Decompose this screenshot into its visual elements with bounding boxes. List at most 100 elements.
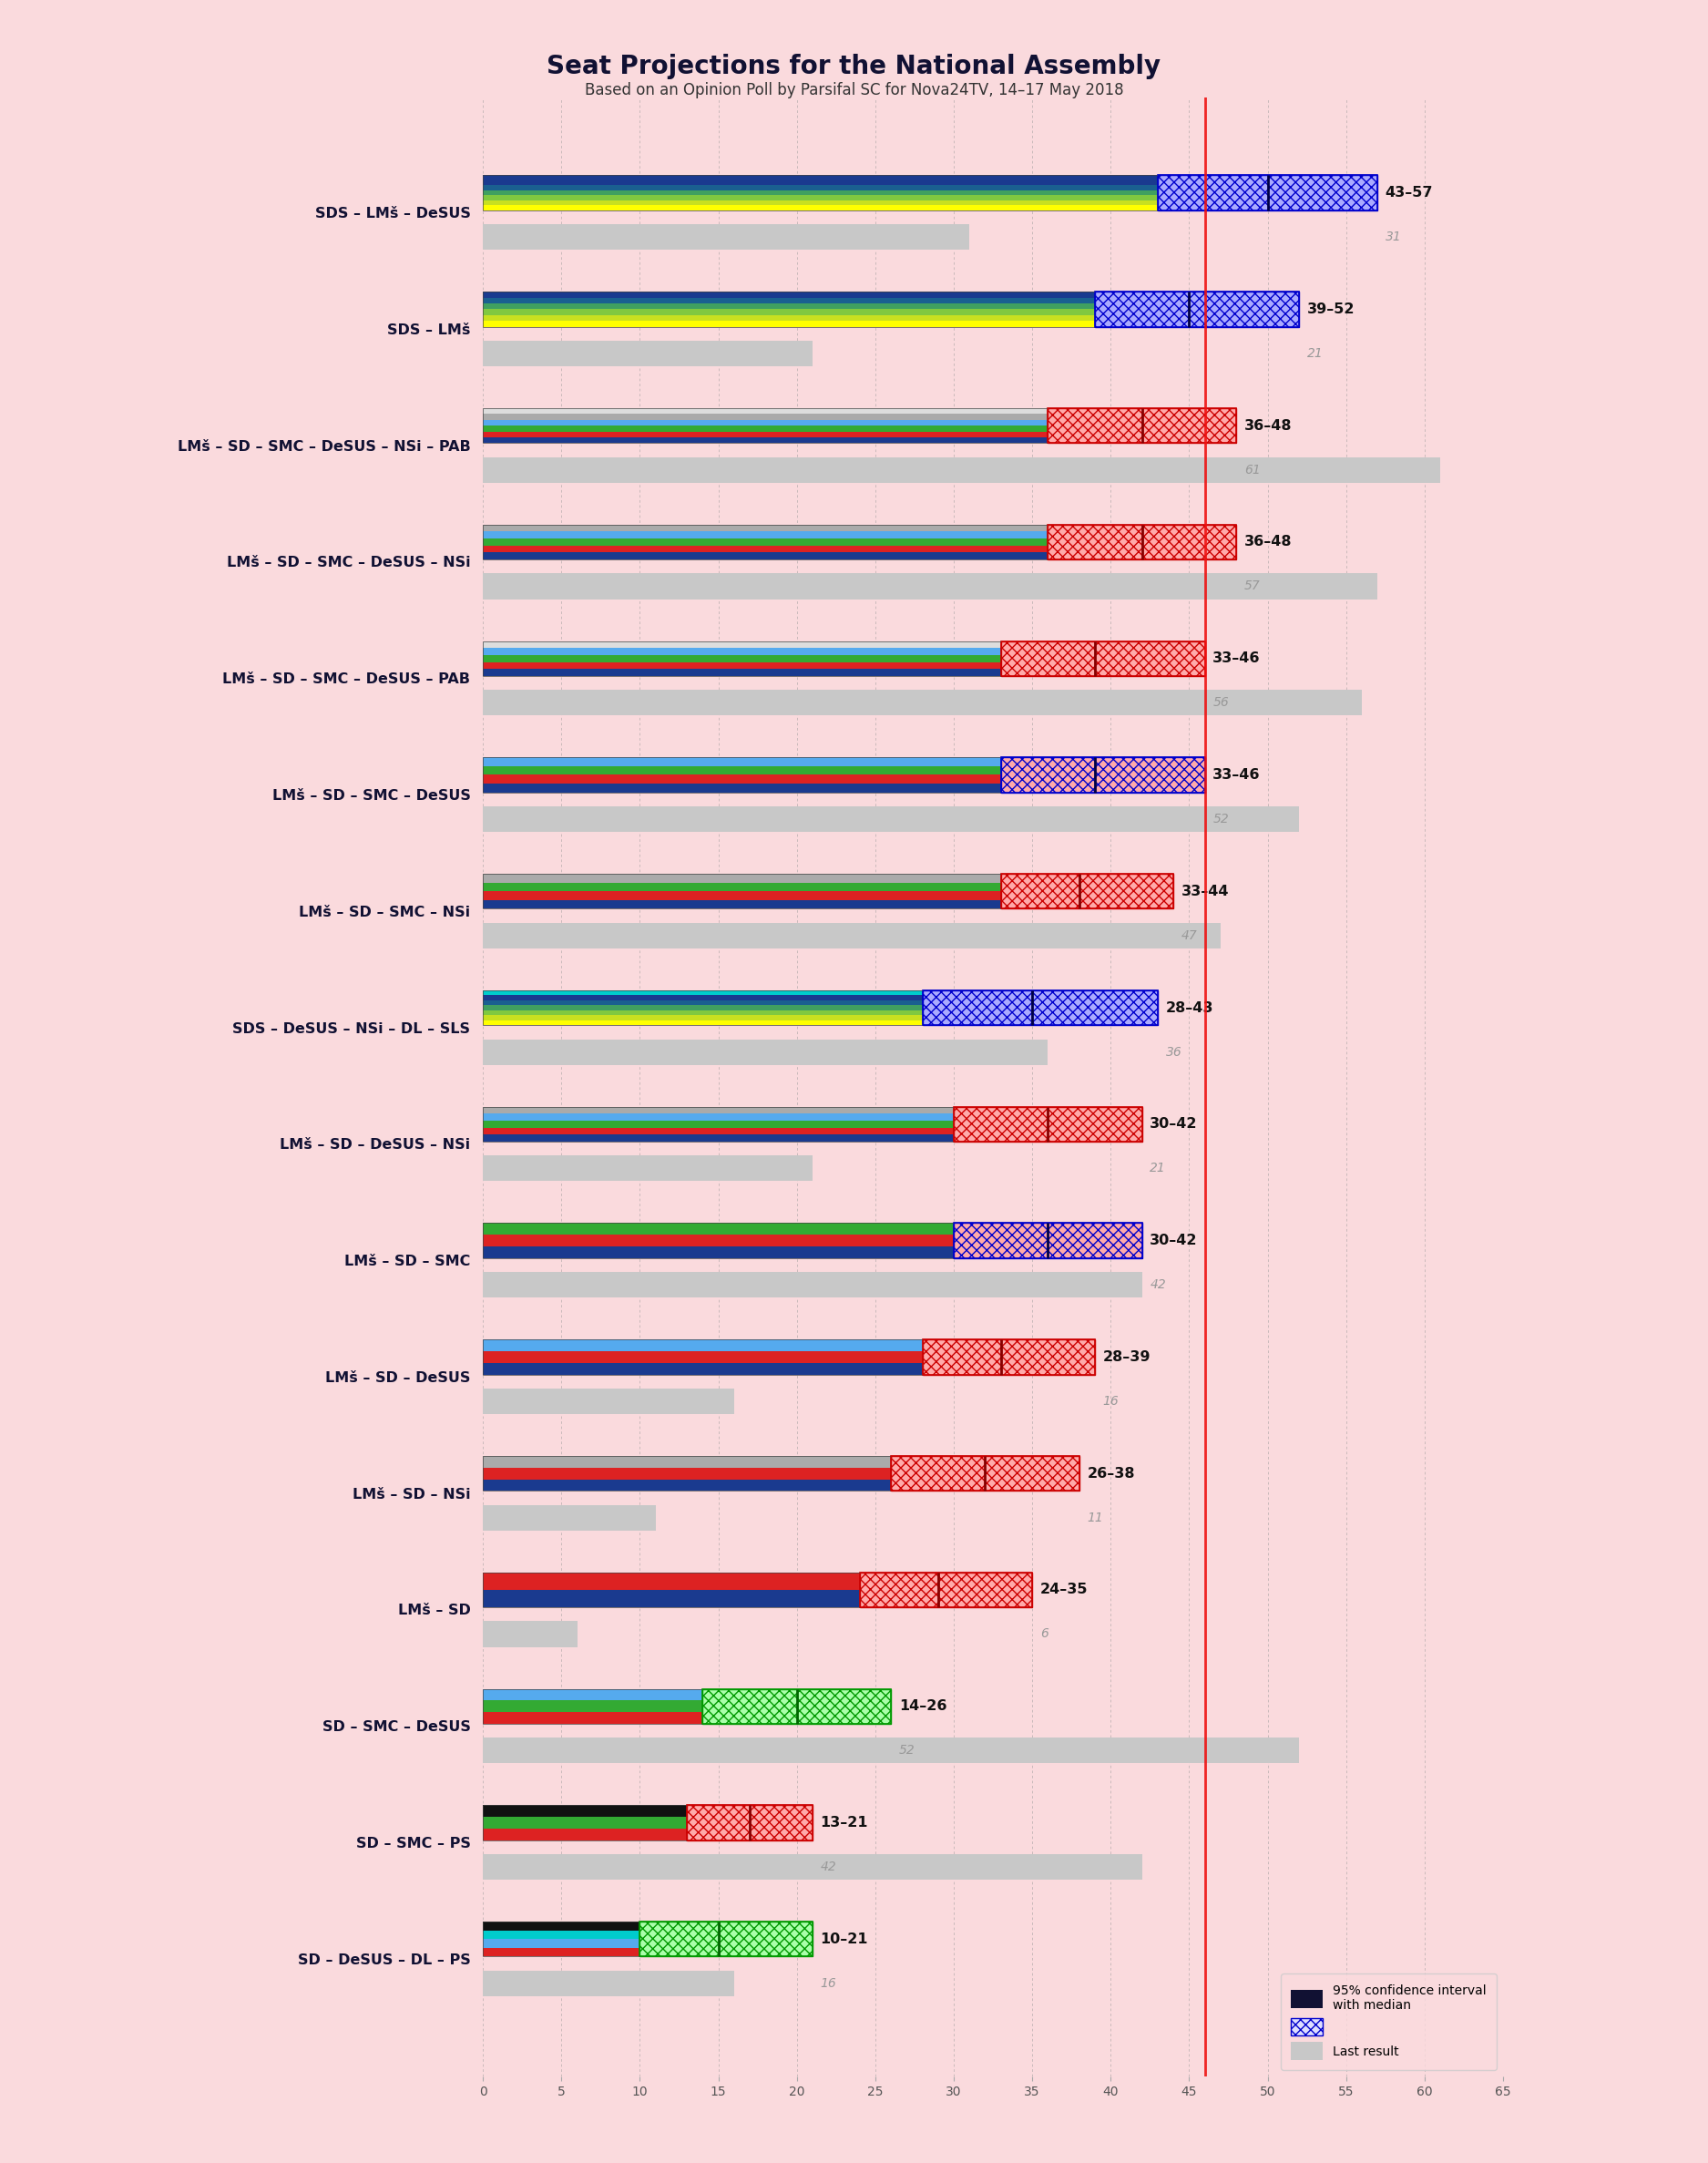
Bar — [483, 1590, 1032, 1607]
Bar — [483, 999, 1158, 1006]
Bar — [483, 340, 813, 366]
Bar — [483, 573, 1377, 599]
Bar — [483, 1929, 813, 1938]
Text: LMš – SD – SMC – DeSUS: LMš – SD – SMC – DeSUS — [272, 789, 470, 802]
Bar — [483, 924, 1221, 947]
Bar — [483, 1222, 1143, 1235]
Bar — [1049, 409, 1237, 443]
Bar — [483, 201, 1377, 205]
Bar — [1001, 640, 1204, 677]
Text: 56: 56 — [1213, 696, 1228, 709]
Bar — [859, 1573, 1032, 1607]
Bar — [702, 1689, 892, 1724]
Text: 10–21: 10–21 — [820, 1932, 868, 1947]
Bar — [892, 1456, 1079, 1490]
Bar — [483, 409, 1237, 443]
Bar — [1001, 640, 1204, 677]
Text: LMš – SD – SMC – DeSUS – NSi: LMš – SD – SMC – DeSUS – NSi — [227, 556, 470, 569]
Bar — [483, 900, 1173, 908]
Text: LMš – SD – SMC – DeSUS – NSi – PAB: LMš – SD – SMC – DeSUS – NSi – PAB — [178, 439, 470, 454]
Text: 33–44: 33–44 — [1182, 885, 1230, 898]
Text: 16: 16 — [1103, 1395, 1119, 1408]
Bar — [1049, 526, 1237, 560]
Bar — [483, 526, 1237, 560]
Text: 30–42: 30–42 — [1149, 1118, 1197, 1131]
Text: 57: 57 — [1243, 580, 1261, 593]
Text: 11: 11 — [1088, 1512, 1103, 1525]
Text: 24–35: 24–35 — [1040, 1583, 1088, 1596]
Text: LMš – SD – NSi: LMš – SD – NSi — [352, 1488, 470, 1501]
Bar — [483, 292, 1300, 298]
Bar — [1049, 526, 1237, 560]
Text: 16: 16 — [820, 1977, 837, 1990]
Bar — [640, 1921, 813, 1958]
Bar — [1049, 409, 1237, 443]
Bar — [483, 320, 1300, 327]
Bar — [483, 774, 1204, 783]
Bar — [483, 437, 1237, 443]
Text: LMš – SD – DeSUS – NSi: LMš – SD – DeSUS – NSi — [280, 1138, 470, 1153]
Bar — [483, 413, 1237, 420]
Bar — [483, 456, 1440, 482]
Bar — [483, 640, 1204, 649]
Bar — [922, 991, 1158, 1025]
Bar — [483, 1469, 1079, 1479]
Bar — [483, 783, 1204, 792]
Text: 28–43: 28–43 — [1165, 1001, 1213, 1014]
Bar — [483, 649, 1204, 655]
Bar — [483, 190, 1377, 195]
Bar — [483, 1828, 813, 1841]
Bar — [483, 1700, 892, 1713]
Bar — [483, 883, 1173, 891]
Bar — [483, 1014, 1158, 1021]
Bar — [702, 1689, 892, 1724]
Bar — [892, 1456, 1079, 1490]
Bar — [483, 1456, 1079, 1469]
Bar — [483, 766, 1204, 774]
Bar — [483, 1021, 1158, 1025]
Bar — [483, 1938, 813, 1949]
Bar — [483, 552, 1237, 560]
Bar — [483, 1010, 1158, 1014]
Bar — [483, 1573, 1032, 1590]
Bar — [953, 1107, 1143, 1142]
Text: 30–42: 30–42 — [1149, 1233, 1197, 1248]
Text: 61: 61 — [1243, 463, 1261, 476]
Bar — [953, 1107, 1143, 1142]
Text: 42: 42 — [820, 1860, 837, 1873]
Bar — [483, 526, 1237, 532]
Bar — [483, 1921, 813, 1958]
Text: SD – DeSUS – DL – PS: SD – DeSUS – DL – PS — [297, 1953, 470, 1966]
Bar — [483, 1006, 1158, 1010]
Bar — [1001, 757, 1204, 792]
Text: LMš – SD – DeSUS: LMš – SD – DeSUS — [325, 1371, 470, 1384]
Bar — [483, 1222, 1143, 1259]
Text: 14–26: 14–26 — [898, 1700, 946, 1713]
Bar — [483, 195, 1377, 201]
Bar — [483, 1272, 1143, 1298]
Text: SDS – LMš: SDS – LMš — [388, 322, 470, 337]
Bar — [483, 175, 1377, 210]
Bar — [483, 180, 1377, 186]
Bar — [483, 757, 1204, 792]
Text: 39–52: 39–52 — [1307, 303, 1354, 316]
Bar — [483, 1389, 734, 1415]
Bar — [859, 1573, 1032, 1607]
Bar — [1001, 874, 1173, 908]
Bar — [483, 1120, 1143, 1127]
Bar — [483, 662, 1204, 668]
Bar — [483, 1854, 1143, 1880]
Bar — [640, 1921, 813, 1958]
Text: 36–48: 36–48 — [1243, 420, 1291, 433]
Bar — [483, 1114, 1143, 1120]
Bar — [483, 1970, 734, 1996]
Text: 36–48: 36–48 — [1243, 534, 1291, 549]
Bar — [483, 1339, 1095, 1352]
Bar — [483, 995, 1158, 999]
Bar — [483, 874, 1173, 883]
Text: Based on an Opinion Poll by Parsifal SC for Nova24TV, 14–17 May 2018: Based on an Opinion Poll by Parsifal SC … — [584, 82, 1124, 99]
Legend: 95% confidence interval
with median, , Last result: 95% confidence interval with median, , L… — [1281, 1975, 1496, 2070]
Text: SDS – DeSUS – NSi – DL – SLS: SDS – DeSUS – NSi – DL – SLS — [232, 1021, 470, 1036]
Bar — [483, 409, 1237, 413]
Bar — [483, 532, 1237, 539]
